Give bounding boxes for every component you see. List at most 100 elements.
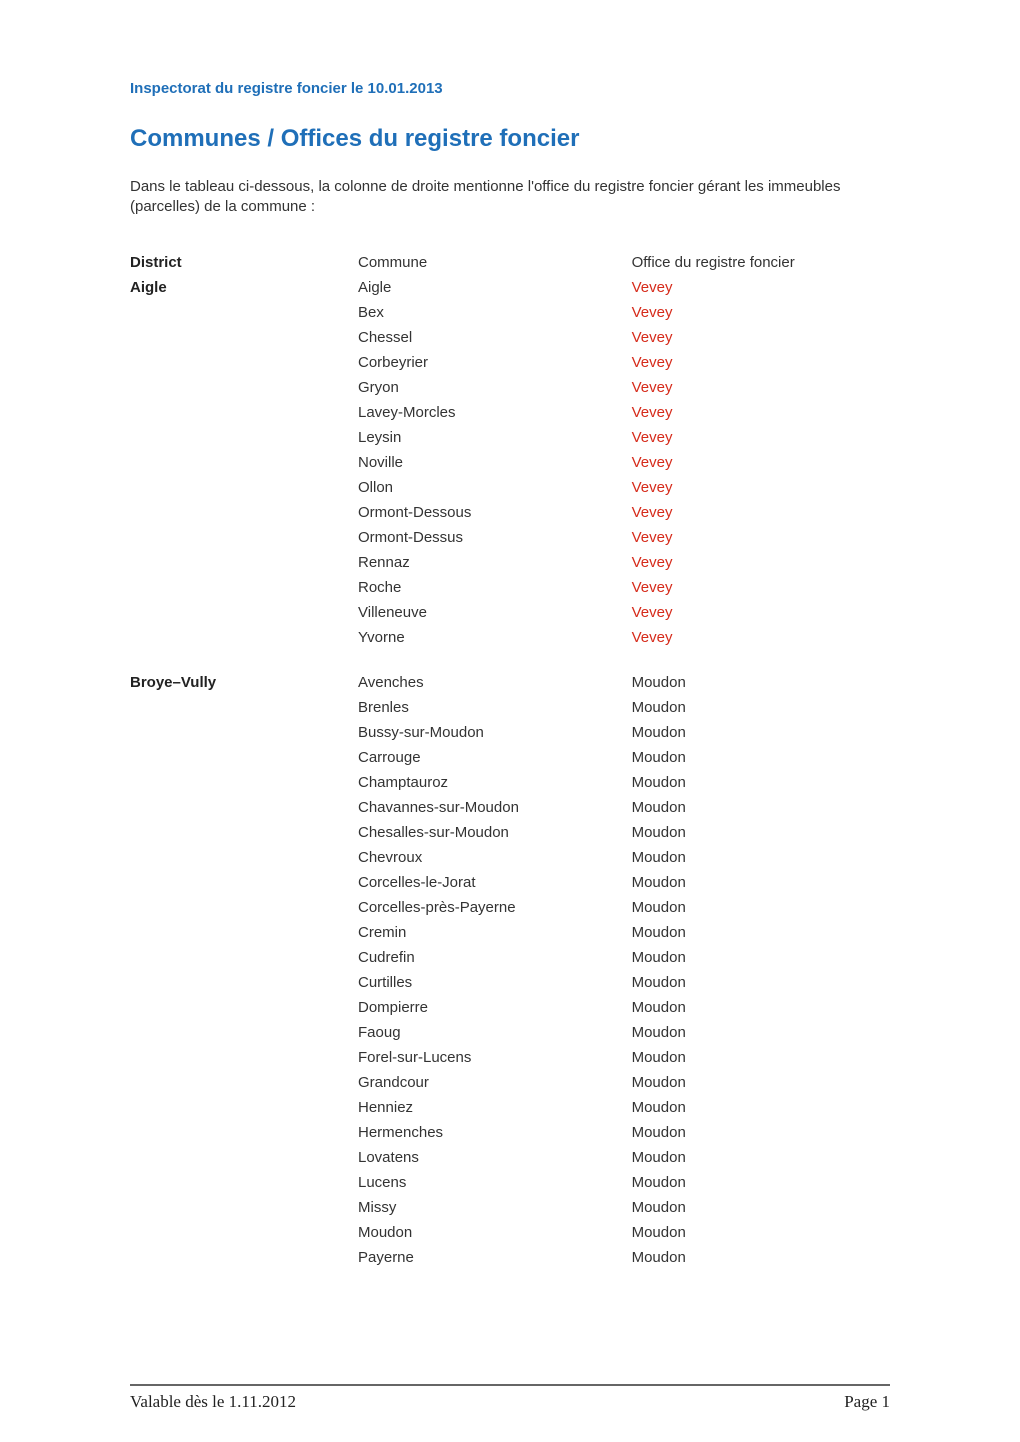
table-row: ChesselVevey (130, 325, 890, 350)
district-cell (130, 350, 358, 375)
table-row: Chavannes-sur-MoudonMoudon (130, 795, 890, 820)
registry-table: District Commune Office du registre fonc… (130, 250, 890, 1270)
commune-cell: Lovatens (358, 1145, 632, 1170)
office-cell: Moudon (632, 1245, 890, 1270)
footer-right: Page 1 (844, 1392, 890, 1412)
commune-cell: Payerne (358, 1245, 632, 1270)
district-cell (130, 745, 358, 770)
commune-cell: Gryon (358, 375, 632, 400)
intro-paragraph: Dans le tableau ci-dessous, la colonne d… (130, 177, 890, 218)
table-row: Lavey-MorclesVevey (130, 400, 890, 425)
commune-cell: Lucens (358, 1170, 632, 1195)
table-row: Corcelles-près-PayerneMoudon (130, 895, 890, 920)
page-footer: Valable dès le 1.11.2012 Page 1 (130, 1384, 890, 1412)
table-row: LeysinVevey (130, 425, 890, 450)
col-header-commune: Commune (358, 250, 632, 275)
page: Inspectorat du registre foncier le 10.01… (0, 0, 1020, 1442)
district-cell (130, 1170, 358, 1195)
commune-cell: Moudon (358, 1220, 632, 1245)
table-row: MoudonMoudon (130, 1220, 890, 1245)
district-cell (130, 870, 358, 895)
commune-cell: Champtauroz (358, 770, 632, 795)
office-cell: Vevey (632, 425, 890, 450)
office-cell: Moudon (632, 920, 890, 945)
office-cell: Vevey (632, 375, 890, 400)
table-row: CarrougeMoudon (130, 745, 890, 770)
commune-cell: Grandcour (358, 1070, 632, 1095)
office-cell: Moudon (632, 845, 890, 870)
district-cell (130, 970, 358, 995)
district-cell (130, 770, 358, 795)
district-cell (130, 920, 358, 945)
table-row: Broye–VullyAvenchesMoudon (130, 670, 890, 695)
table-row: NovilleVevey (130, 450, 890, 475)
table-row: RocheVevey (130, 575, 890, 600)
district-cell (130, 475, 358, 500)
office-cell: Moudon (632, 1020, 890, 1045)
office-cell: Moudon (632, 745, 890, 770)
office-cell: Moudon (632, 795, 890, 820)
office-cell: Moudon (632, 945, 890, 970)
section-spacer (130, 650, 890, 670)
district-cell (130, 500, 358, 525)
table-row: LucensMoudon (130, 1170, 890, 1195)
district-cell (130, 600, 358, 625)
table-row: Bussy-sur-MoudonMoudon (130, 720, 890, 745)
office-cell: Vevey (632, 550, 890, 575)
table-row: Corcelles-le-JoratMoudon (130, 870, 890, 895)
office-cell: Moudon (632, 720, 890, 745)
commune-cell: Roche (358, 575, 632, 600)
district-cell (130, 1195, 358, 1220)
commune-cell: Yvorne (358, 625, 632, 650)
table-row: FaougMoudon (130, 1020, 890, 1045)
table-row: CudrefinMoudon (130, 945, 890, 970)
office-cell: Vevey (632, 525, 890, 550)
commune-cell: Ollon (358, 475, 632, 500)
district-cell (130, 995, 358, 1020)
office-cell: Moudon (632, 820, 890, 845)
office-cell: Vevey (632, 600, 890, 625)
district-cell (130, 1120, 358, 1145)
commune-cell: Villeneuve (358, 600, 632, 625)
table-row: AigleAigleVevey (130, 275, 890, 300)
commune-cell: Chessel (358, 325, 632, 350)
table-row: GryonVevey (130, 375, 890, 400)
table-row: Ormont-DessusVevey (130, 525, 890, 550)
col-header-office: Office du registre foncier (632, 250, 890, 275)
district-cell (130, 845, 358, 870)
district-cell (130, 1020, 358, 1045)
office-cell: Moudon (632, 1045, 890, 1070)
commune-cell: Chesalles-sur-Moudon (358, 820, 632, 845)
table-row: PayerneMoudon (130, 1245, 890, 1270)
table-row: CurtillesMoudon (130, 970, 890, 995)
commune-cell: Hermenches (358, 1120, 632, 1145)
col-header-district: District (130, 250, 358, 275)
office-cell: Vevey (632, 575, 890, 600)
district-cell (130, 795, 358, 820)
commune-cell: Forel-sur-Lucens (358, 1045, 632, 1070)
office-cell: Vevey (632, 500, 890, 525)
office-cell: Vevey (632, 450, 890, 475)
commune-cell: Faoug (358, 1020, 632, 1045)
office-cell: Vevey (632, 475, 890, 500)
district-cell (130, 895, 358, 920)
office-cell: Moudon (632, 695, 890, 720)
table-row: DompierreMoudon (130, 995, 890, 1020)
commune-cell: Aigle (358, 275, 632, 300)
doc-header-line: Inspectorat du registre foncier le 10.01… (130, 80, 890, 97)
commune-cell: Missy (358, 1195, 632, 1220)
commune-cell: Chevroux (358, 845, 632, 870)
district-cell: Aigle (130, 275, 358, 300)
table-row: BexVevey (130, 300, 890, 325)
office-cell: Moudon (632, 970, 890, 995)
commune-cell: Carrouge (358, 745, 632, 770)
office-cell: Vevey (632, 275, 890, 300)
office-cell: Moudon (632, 870, 890, 895)
commune-cell: Brenles (358, 695, 632, 720)
district-cell: Broye–Vully (130, 670, 358, 695)
table-row: Chesalles-sur-MoudonMoudon (130, 820, 890, 845)
table-row: LovatensMoudon (130, 1145, 890, 1170)
district-cell (130, 1095, 358, 1120)
table-row: CorbeyrierVevey (130, 350, 890, 375)
district-cell (130, 1245, 358, 1270)
